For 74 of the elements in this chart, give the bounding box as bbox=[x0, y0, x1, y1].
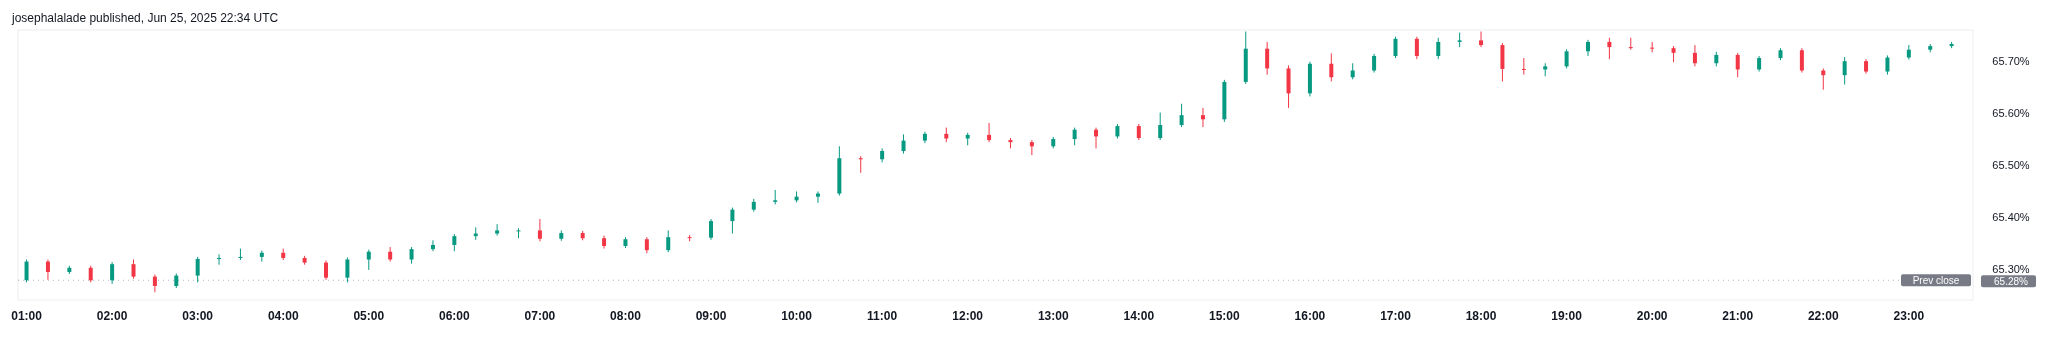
candlestick bbox=[110, 261, 115, 285]
candlestick bbox=[1735, 52, 1740, 78]
candlestick bbox=[516, 227, 521, 239]
y-tick-label: 65.60% bbox=[1992, 106, 2030, 119]
candlestick bbox=[1158, 112, 1163, 141]
candlestick bbox=[195, 256, 200, 283]
candlestick bbox=[1029, 139, 1034, 156]
y-tick-label: 65.30% bbox=[1992, 262, 2030, 275]
x-tick-label: 13:00 bbox=[1037, 309, 1069, 323]
x-tick-label: 02:00 bbox=[96, 309, 128, 323]
x-tick-label: 04:00 bbox=[267, 309, 299, 323]
x-tick-label: 07:00 bbox=[524, 309, 556, 323]
candlestick bbox=[217, 253, 222, 266]
x-tick-label: 14:00 bbox=[1123, 309, 1155, 323]
candlestick bbox=[1692, 44, 1697, 67]
candlestick bbox=[1200, 107, 1205, 128]
candlestick bbox=[901, 133, 906, 155]
x-tick-label: 09:00 bbox=[695, 309, 727, 323]
candlestick bbox=[1179, 103, 1184, 128]
candlestick bbox=[1650, 41, 1655, 53]
candlestick bbox=[131, 259, 136, 280]
x-tick-label: 19:00 bbox=[1551, 309, 1583, 323]
candlestick bbox=[1436, 37, 1441, 60]
x-tick-label: 06:00 bbox=[438, 309, 471, 323]
candlestick bbox=[1885, 54, 1890, 76]
text: 65.28% bbox=[1994, 275, 2029, 287]
x-tick-label: 17:00 bbox=[1380, 309, 1412, 323]
x-tick-label: 21:00 bbox=[1722, 309, 1754, 323]
candlestick bbox=[324, 260, 329, 281]
candlestick bbox=[1521, 57, 1526, 76]
x-tick-label: 18:00 bbox=[1465, 309, 1497, 323]
x-tick-label: 08:00 bbox=[610, 309, 642, 323]
candlestick bbox=[666, 229, 671, 253]
y-tick-label: 65.40% bbox=[1992, 210, 2030, 223]
candlestick bbox=[1500, 42, 1505, 82]
x-tick-label: 03:00 bbox=[182, 309, 214, 323]
candlestick bbox=[24, 259, 29, 283]
candlestick bbox=[345, 256, 350, 283]
candlestick bbox=[1372, 53, 1377, 74]
x-tick-label: 12:00 bbox=[952, 309, 984, 323]
ref-line-label: Prev close bbox=[1912, 274, 1960, 286]
candlestick bbox=[815, 190, 820, 204]
candlestick bbox=[1628, 37, 1633, 51]
candlestick bbox=[1329, 52, 1334, 82]
x-tick-label: 20:00 bbox=[1636, 309, 1668, 323]
x-tick-label: 10:00 bbox=[781, 309, 813, 323]
chart-title: josephalalade published, Jun 25, 2025 22:34 UTC bbox=[11, 11, 279, 25]
candlestick bbox=[1842, 56, 1847, 86]
x-tick-label: 11:00 bbox=[867, 309, 898, 323]
candlestick bbox=[45, 259, 50, 281]
candlestick bbox=[1799, 47, 1804, 74]
x-tick-label: 23:00 bbox=[1893, 309, 1925, 323]
candlestick bbox=[858, 155, 863, 174]
candlestick bbox=[1393, 36, 1398, 59]
y-tick-label: 65.50% bbox=[1992, 158, 2030, 171]
candlestick bbox=[238, 248, 243, 261]
candlestick bbox=[1265, 41, 1270, 76]
candlestick bbox=[987, 122, 992, 143]
candlestick bbox=[1414, 36, 1419, 60]
candlestick bbox=[1479, 31, 1484, 48]
x-tick-label: 16:00 bbox=[1294, 309, 1326, 323]
candlestick bbox=[430, 239, 435, 252]
candlestick bbox=[495, 223, 500, 237]
candlestick bbox=[709, 218, 714, 241]
candlestick bbox=[1564, 48, 1569, 69]
y-tick-label: 65.70% bbox=[1992, 55, 2030, 68]
candlestick bbox=[537, 218, 542, 242]
x-tick-label: 22:00 bbox=[1807, 309, 1839, 323]
candlestick bbox=[730, 207, 735, 235]
candlestick bbox=[366, 249, 371, 271]
x-tick-label: 15:00 bbox=[1209, 309, 1241, 323]
candlestick bbox=[1607, 37, 1612, 60]
x-tick-label: 05:00 bbox=[353, 309, 385, 323]
x-tick-label: 01:00 bbox=[11, 309, 43, 323]
